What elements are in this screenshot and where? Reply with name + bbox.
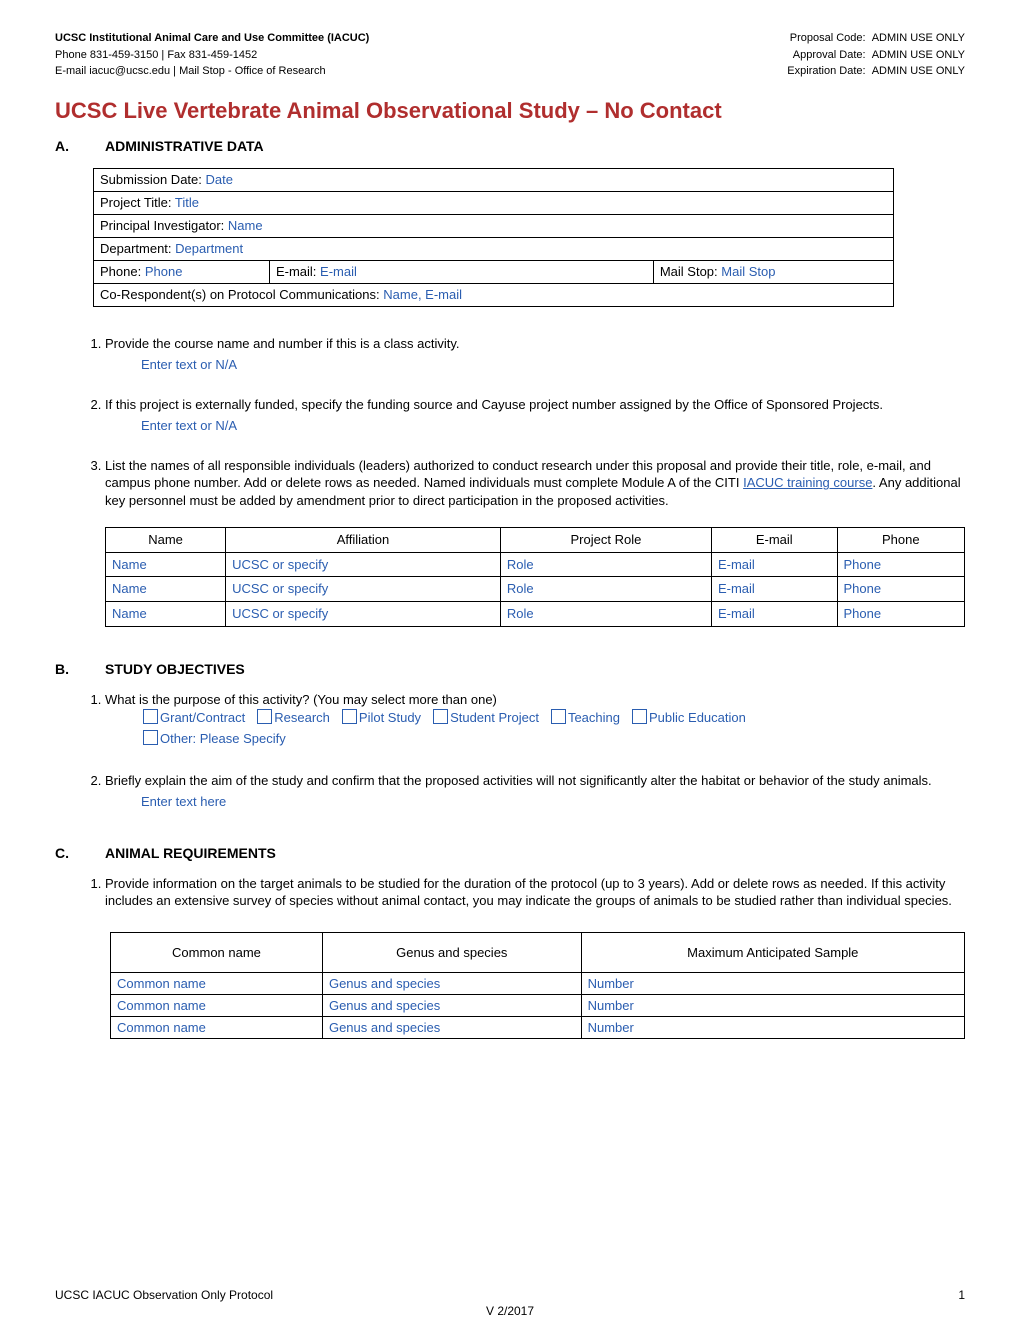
checkbox[interactable] (342, 709, 357, 724)
personnel-row[interactable]: NameUCSC or specifyRoleE-mailPhone (106, 601, 965, 626)
footer-version: V 2/2017 (486, 1304, 534, 1318)
q-c1: Provide information on the target animal… (105, 875, 965, 910)
header-contact1: Phone 831-459-3150 | Fax 831-459-1452 (55, 47, 369, 64)
checkbox[interactable] (257, 709, 272, 724)
checkbox[interactable] (551, 709, 566, 724)
animal-cell-common[interactable]: Common name (111, 972, 323, 994)
checkbox-label: Teaching (568, 710, 620, 725)
department-cell[interactable]: Department: Department (94, 237, 894, 260)
pi-cell[interactable]: Principal Investigator: Name (94, 214, 894, 237)
q-a2: If this project is externally funded, sp… (105, 396, 965, 435)
email-cell[interactable]: E-mail: E-mail (269, 260, 653, 283)
animal-cell-max[interactable]: Number (581, 1016, 964, 1038)
q-b2: Briefly explain the aim of the study and… (105, 772, 965, 811)
personnel-cell-email[interactable]: E-mail (711, 577, 837, 602)
approval-date: Approval Date: ADMIN USE ONLY (787, 47, 965, 64)
section-a-heading: A. ADMINISTRATIVE DATA (55, 138, 965, 154)
q-b2-entry[interactable]: Enter text here (141, 793, 965, 811)
animal-row[interactable]: Common nameGenus and speciesNumber (111, 994, 965, 1016)
header-org: UCSC Institutional Animal Care and Use C… (55, 30, 369, 47)
checkbox[interactable] (632, 709, 647, 724)
submission-date-cell[interactable]: Submission Date: Date (94, 168, 894, 191)
personnel-cell-role[interactable]: Role (500, 552, 711, 577)
section-c-heading: C. ANIMAL REQUIREMENTS (55, 845, 965, 861)
personnel-cell-name[interactable]: Name (106, 552, 226, 577)
animal-cell-genus[interactable]: Genus and species (322, 972, 581, 994)
personnel-cell-role[interactable]: Role (500, 577, 711, 602)
personnel-cell-email[interactable]: E-mail (711, 601, 837, 626)
animal-cell-genus[interactable]: Genus and species (322, 1016, 581, 1038)
personnel-cell-phone[interactable]: Phone (837, 577, 964, 602)
personnel-cell-aff[interactable]: UCSC or specify (226, 601, 501, 626)
section-c-questions: Provide information on the target animal… (85, 875, 965, 910)
admin-data-table: Submission Date: Date Project Title: Tit… (93, 168, 894, 307)
animal-cell-max[interactable]: Number (581, 972, 964, 994)
q-b1: What is the purpose of this activity? (Y… (105, 691, 965, 750)
checkbox[interactable] (143, 709, 158, 724)
header-right: Proposal Code: ADMIN USE ONLY Approval D… (787, 30, 965, 80)
corespondent-cell[interactable]: Co-Respondent(s) on Protocol Communicati… (94, 283, 894, 306)
personnel-cell-aff[interactable]: UCSC or specify (226, 552, 501, 577)
project-title-cell[interactable]: Project Title: Title (94, 191, 894, 214)
personnel-cell-name[interactable]: Name (106, 577, 226, 602)
personnel-cell-name[interactable]: Name (106, 601, 226, 626)
personnel-table: NameAffiliationProject RoleE-mailPhone N… (105, 527, 965, 626)
checkbox-label: Grant/Contract (160, 710, 245, 725)
checkbox-label: Public Education (649, 710, 746, 725)
expiration-date: Expiration Date: ADMIN USE ONLY (787, 63, 965, 80)
footer: UCSC IACUC Observation Only Protocol 1 (55, 1288, 965, 1302)
header: UCSC Institutional Animal Care and Use C… (55, 30, 965, 80)
animal-cell-max[interactable]: Number (581, 994, 964, 1016)
animal-table: Common nameGenus and speciesMaximum Anti… (110, 932, 965, 1039)
iacuc-training-link[interactable]: IACUC training course (743, 475, 872, 490)
q-a1-entry[interactable]: Enter text or N/A (141, 356, 965, 374)
personnel-cell-role[interactable]: Role (500, 601, 711, 626)
checkbox-label: Research (274, 710, 330, 725)
phone-cell[interactable]: Phone: Phone (94, 260, 270, 283)
personnel-header: E-mail (711, 528, 837, 553)
section-b-questions: What is the purpose of this activity? (Y… (85, 691, 965, 811)
page-title: UCSC Live Vertebrate Animal Observationa… (55, 98, 965, 124)
footer-page: 1 (958, 1288, 965, 1302)
header-contact2: E-mail iacuc@ucsc.edu | Mail Stop - Offi… (55, 63, 369, 80)
personnel-cell-aff[interactable]: UCSC or specify (226, 577, 501, 602)
animal-cell-genus[interactable]: Genus and species (322, 994, 581, 1016)
checkbox[interactable] (433, 709, 448, 724)
proposal-code: Proposal Code: ADMIN USE ONLY (787, 30, 965, 47)
animal-row[interactable]: Common nameGenus and speciesNumber (111, 972, 965, 994)
header-left: UCSC Institutional Animal Care and Use C… (55, 30, 369, 80)
personnel-cell-phone[interactable]: Phone (837, 601, 964, 626)
q-a3: List the names of all responsible indivi… (105, 457, 965, 627)
checkbox-label: Other: Please Specify (160, 731, 286, 746)
personnel-header: Affiliation (226, 528, 501, 553)
animal-header: Genus and species (322, 932, 581, 972)
personnel-cell-email[interactable]: E-mail (711, 552, 837, 577)
checkbox-label: Pilot Study (359, 710, 421, 725)
purpose-checkbox-group: Grant/Contract Research Pilot Study Student… (141, 708, 965, 750)
animal-row[interactable]: Common nameGenus and speciesNumber (111, 1016, 965, 1038)
q-a1: Provide the course name and number if th… (105, 335, 965, 374)
checkbox-label: Student Project (450, 710, 539, 725)
personnel-header: Phone (837, 528, 964, 553)
personnel-header: Name (106, 528, 226, 553)
q-a2-entry[interactable]: Enter text or N/A (141, 417, 965, 435)
animal-header: Common name (111, 932, 323, 972)
animal-cell-common[interactable]: Common name (111, 1016, 323, 1038)
personnel-row[interactable]: NameUCSC or specifyRoleE-mailPhone (106, 577, 965, 602)
animal-header: Maximum Anticipated Sample (581, 932, 964, 972)
mailstop-cell[interactable]: Mail Stop: Mail Stop (653, 260, 893, 283)
personnel-row[interactable]: NameUCSC or specifyRoleE-mailPhone (106, 552, 965, 577)
checkbox[interactable] (143, 730, 158, 745)
section-b-heading: B. STUDY OBJECTIVES (55, 661, 965, 677)
animal-cell-common[interactable]: Common name (111, 994, 323, 1016)
section-a-questions: Provide the course name and number if th… (85, 335, 965, 627)
personnel-header: Project Role (500, 528, 711, 553)
personnel-cell-phone[interactable]: Phone (837, 552, 964, 577)
footer-left: UCSC IACUC Observation Only Protocol (55, 1288, 273, 1302)
